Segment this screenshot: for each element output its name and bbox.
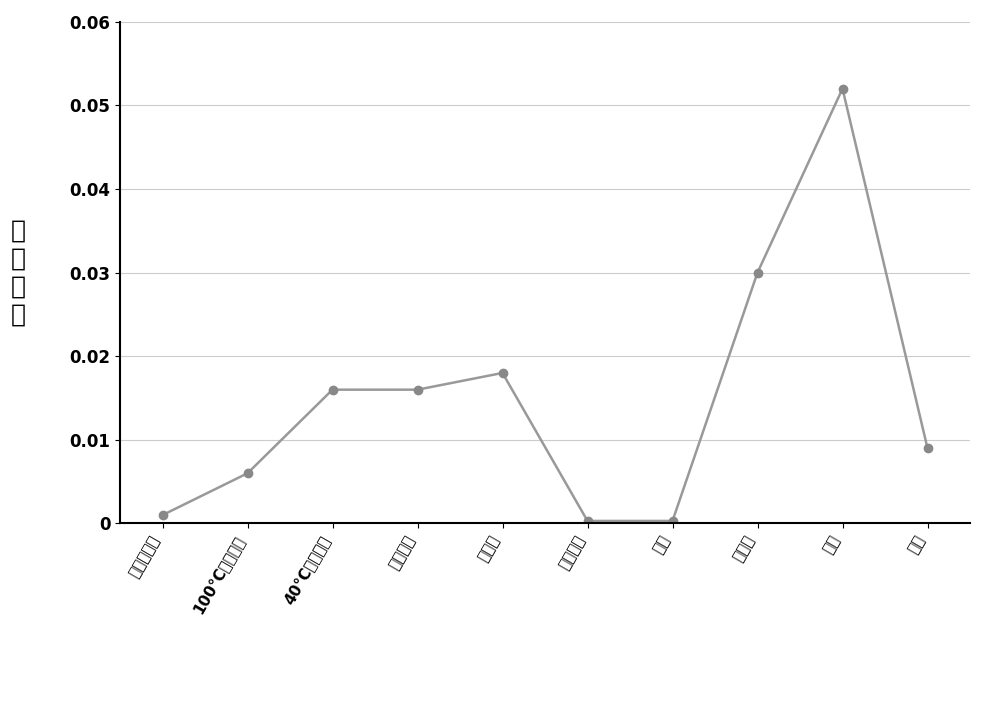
Text: 相
对
偏
差: 相 对 偏 差 (10, 219, 26, 326)
